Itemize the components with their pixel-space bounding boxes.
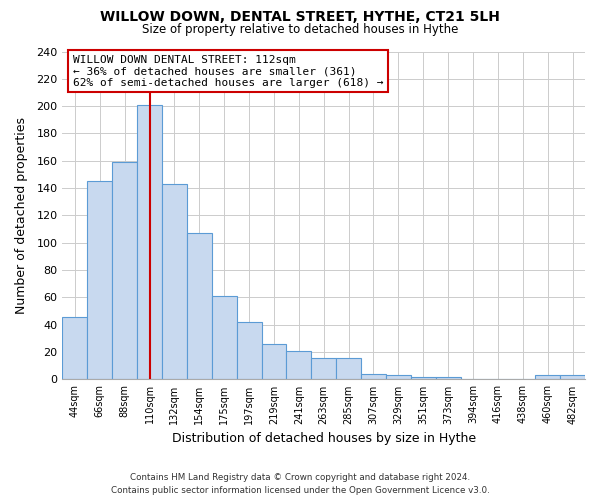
Text: Contains HM Land Registry data © Crown copyright and database right 2024.
Contai: Contains HM Land Registry data © Crown c… — [110, 474, 490, 495]
Y-axis label: Number of detached properties: Number of detached properties — [15, 117, 28, 314]
Bar — [212, 296, 236, 380]
Bar — [137, 105, 162, 380]
Bar — [386, 376, 411, 380]
Bar — [411, 376, 436, 380]
Bar — [560, 376, 585, 380]
Text: WILLOW DOWN, DENTAL STREET, HYTHE, CT21 5LH: WILLOW DOWN, DENTAL STREET, HYTHE, CT21 … — [100, 10, 500, 24]
Bar — [112, 162, 137, 380]
Bar — [62, 316, 88, 380]
Bar — [361, 374, 386, 380]
Bar — [236, 322, 262, 380]
Bar — [436, 376, 461, 380]
Bar — [336, 358, 361, 380]
Bar — [262, 344, 286, 380]
Bar — [88, 182, 112, 380]
X-axis label: Distribution of detached houses by size in Hythe: Distribution of detached houses by size … — [172, 432, 476, 445]
Bar — [535, 376, 560, 380]
Bar — [162, 184, 187, 380]
Text: Size of property relative to detached houses in Hythe: Size of property relative to detached ho… — [142, 22, 458, 36]
Bar — [311, 358, 336, 380]
Text: WILLOW DOWN DENTAL STREET: 112sqm
← 36% of detached houses are smaller (361)
62%: WILLOW DOWN DENTAL STREET: 112sqm ← 36% … — [73, 55, 383, 88]
Bar — [286, 350, 311, 380]
Bar — [187, 233, 212, 380]
